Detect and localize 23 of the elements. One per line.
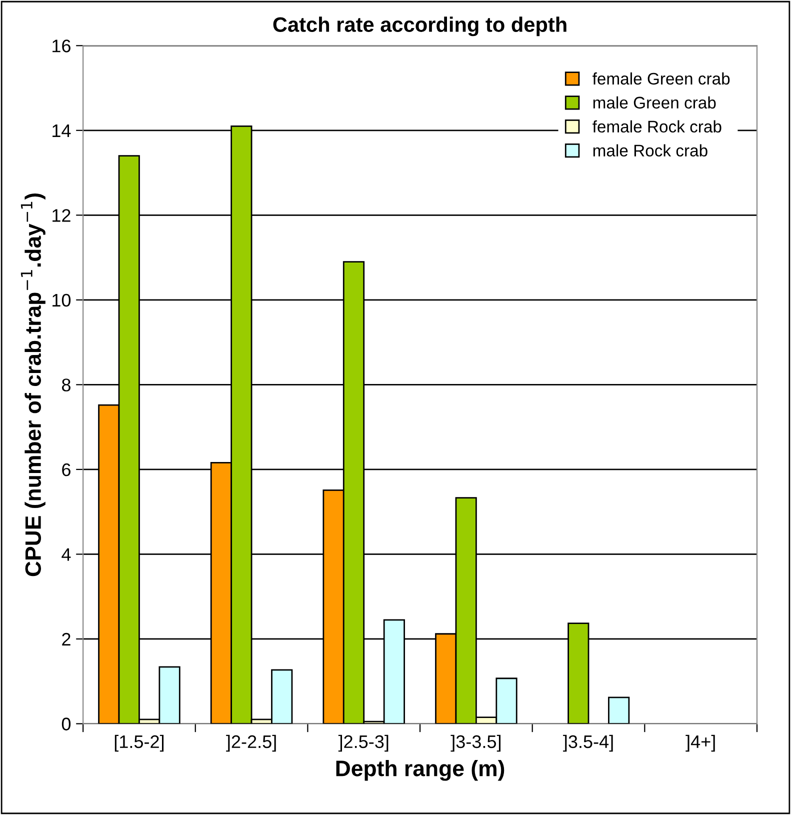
legend-label: male Green crab bbox=[593, 96, 716, 109]
y-tick-label: 8 bbox=[62, 378, 70, 392]
chart-title: Catch rate according to depth bbox=[273, 16, 566, 36]
y-tick-label: 10 bbox=[52, 294, 71, 307]
legend-label: male Rock crab bbox=[593, 144, 708, 157]
y-tick-label: 6 bbox=[62, 463, 70, 476]
y-tick-label: 2 bbox=[62, 632, 70, 646]
x-tick-label: ]2.5-3] bbox=[338, 734, 388, 752]
x-tick-label: ]4+] bbox=[686, 734, 715, 752]
y-tick-label: 0 bbox=[62, 718, 71, 730]
legend-label: female Green crab bbox=[592, 72, 730, 85]
x-axis-title: Depth range (m) bbox=[336, 760, 504, 781]
x-tick-label: ]3.5-4] bbox=[563, 734, 613, 752]
y-tick-label: 12 bbox=[52, 209, 70, 222]
bar bbox=[608, 696, 630, 724]
x-tick-label: [1.5-2] bbox=[114, 734, 164, 752]
y-axis-title: CPUE (number of crab.trap$^{−1}$.day$^{−1}$) bbox=[20, 194, 46, 576]
x-tick-label: ]2-2.5] bbox=[226, 734, 276, 752]
y-tick-label: 14 bbox=[52, 124, 71, 137]
y-tick-label: 4 bbox=[62, 548, 71, 561]
legend-label: female Rock crab bbox=[592, 120, 722, 133]
y-tick-label: 16 bbox=[52, 40, 70, 52]
x-tick-label: ]3-3.5] bbox=[450, 734, 500, 752]
